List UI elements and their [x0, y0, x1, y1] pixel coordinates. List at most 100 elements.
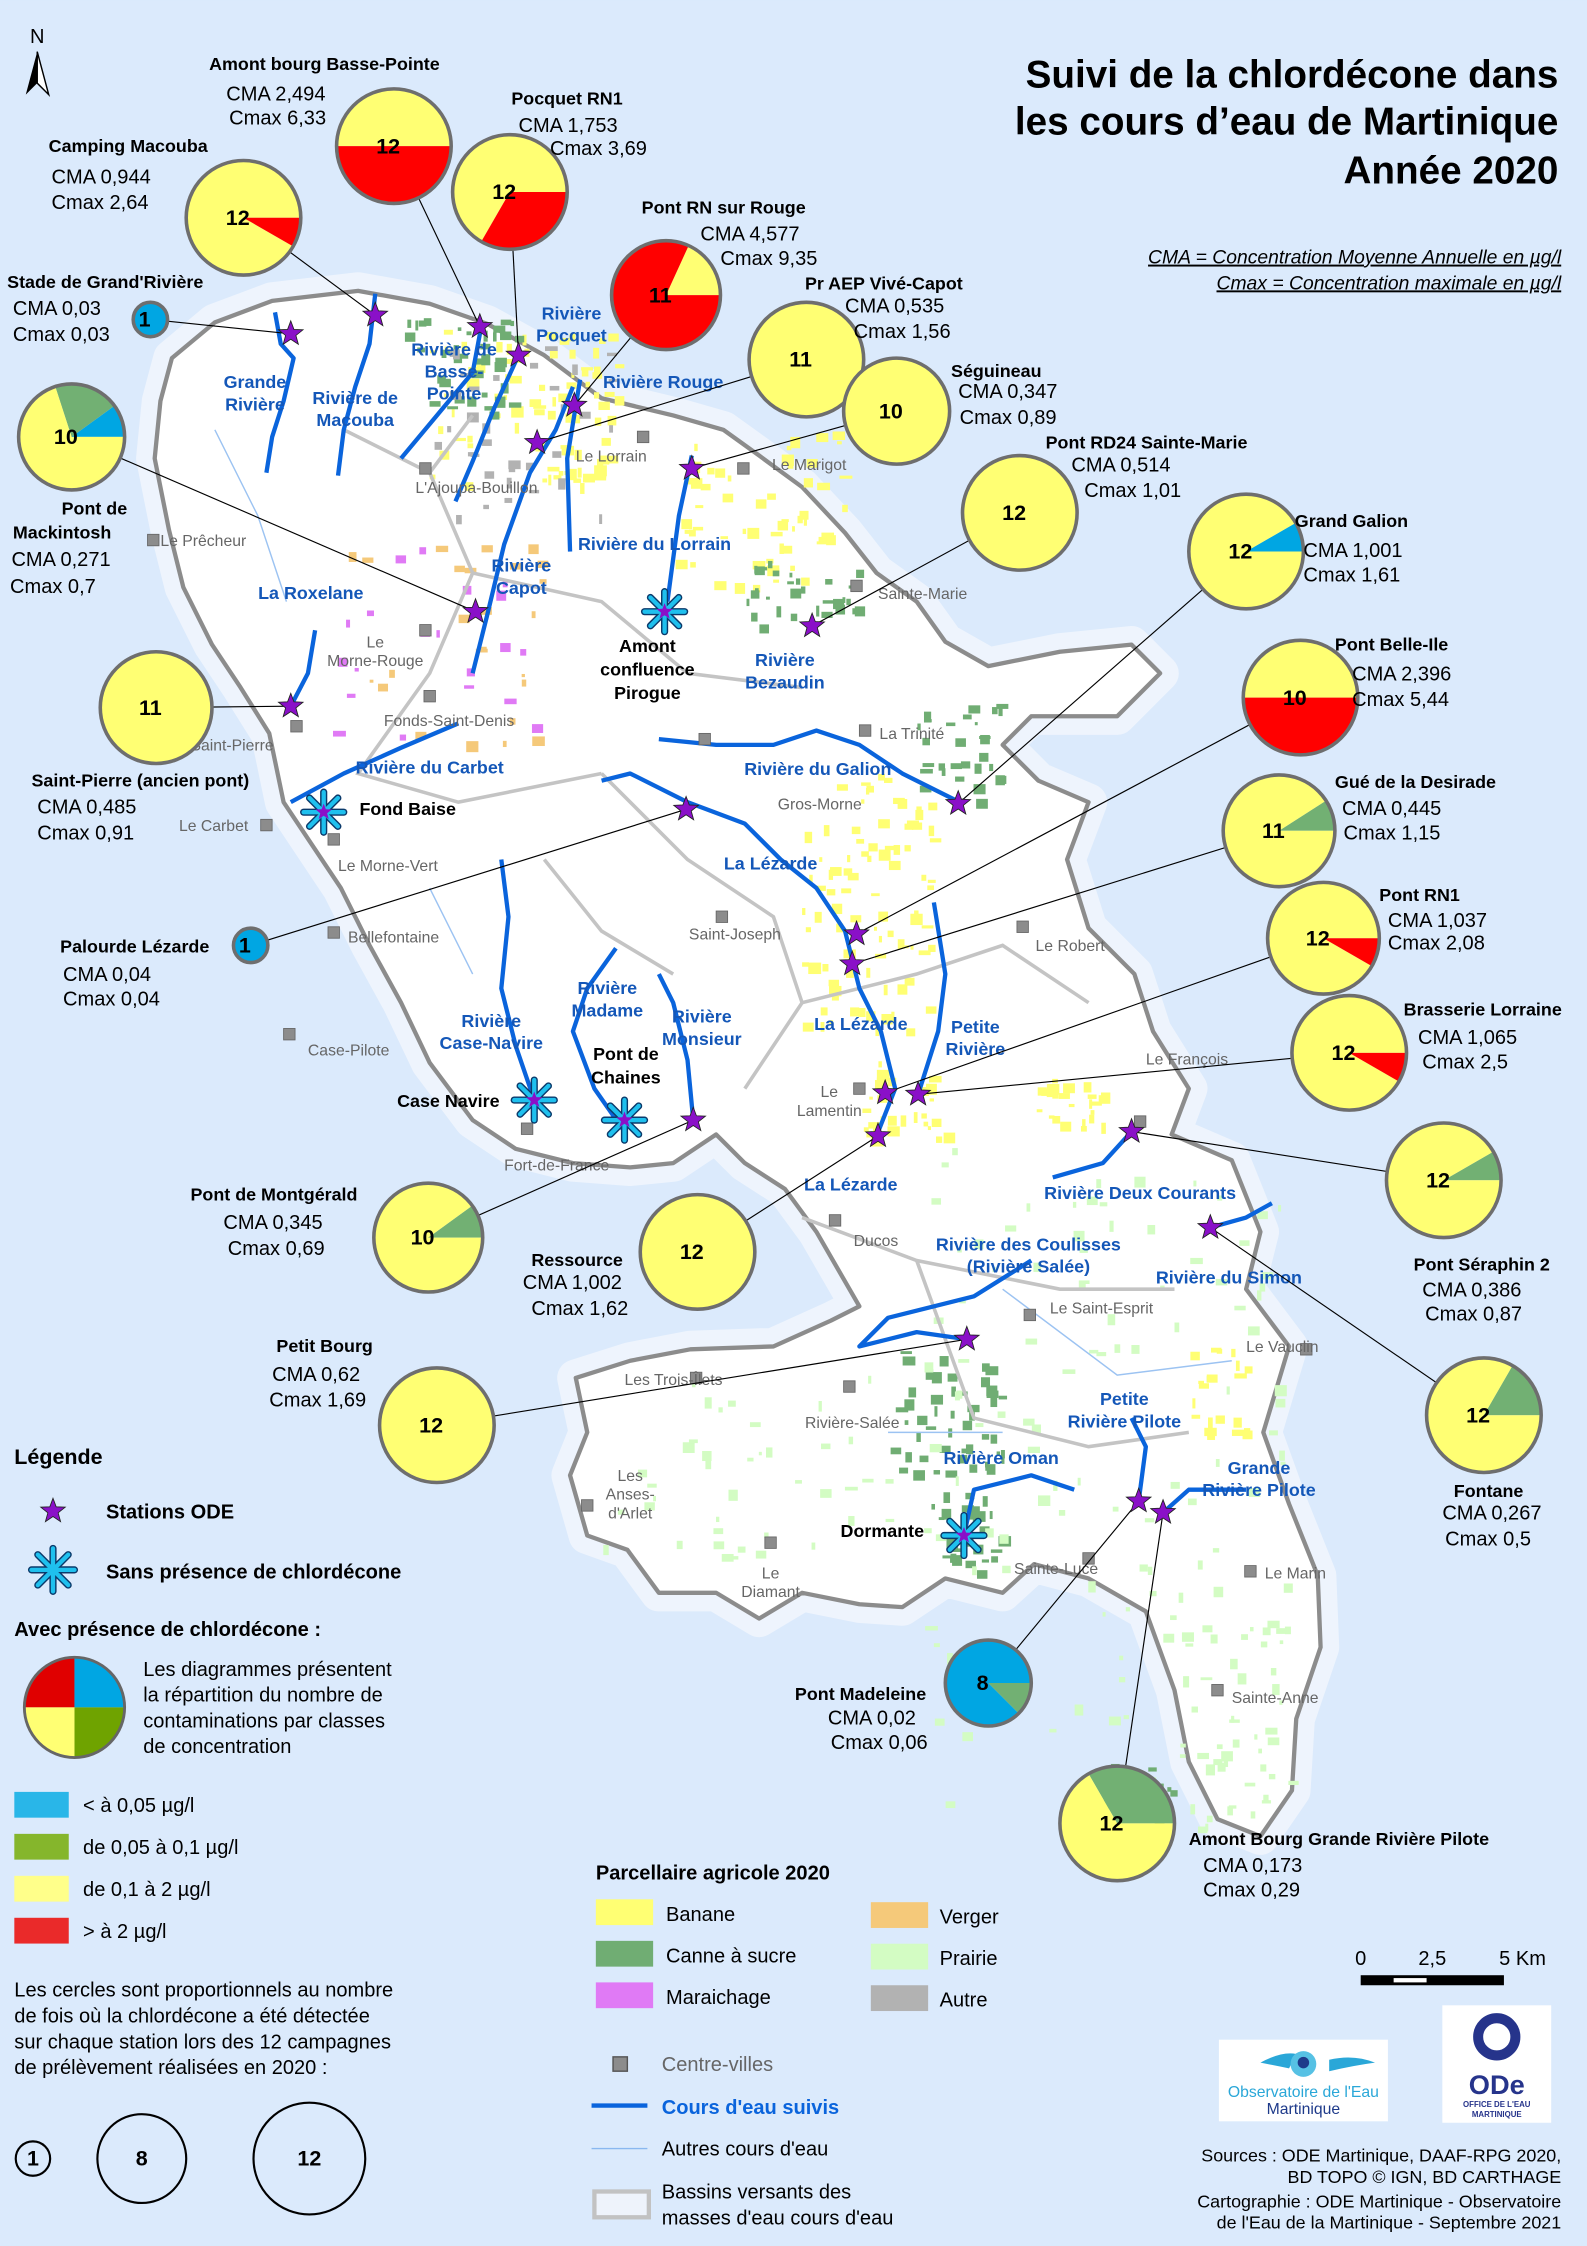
land-parcel	[1244, 1366, 1253, 1374]
river-label: Basse-	[425, 361, 484, 381]
agri-legend-items: Banane Canne à sucre Maraichage Verger Prair…	[595, 1899, 999, 2012]
land-parcel	[881, 1014, 893, 1025]
land-parcel	[965, 1492, 975, 1500]
leader-line	[150, 318, 291, 335]
river-label: Rivière	[492, 556, 552, 576]
river-label: Petite	[1100, 1389, 1149, 1409]
followed-river	[453, 354, 521, 503]
land-parcel	[682, 1442, 695, 1454]
land-parcel	[848, 1436, 854, 1445]
star-icon	[39, 1497, 67, 1523]
ode-logo-subtext-1: OFFICE DE L'EAU	[1463, 2100, 1531, 2109]
land-parcel	[1211, 1347, 1222, 1353]
legend-basins-1: Bassins versants des	[662, 2182, 851, 2204]
river-label: Rivière de	[312, 388, 398, 408]
land-parcel	[1147, 1224, 1156, 1235]
land-parcel	[952, 1148, 958, 1156]
land-parcel	[955, 1476, 959, 1486]
land-parcel	[377, 683, 389, 692]
land-parcel	[916, 1432, 921, 1442]
land-parcel	[904, 977, 915, 986]
land-parcel	[1101, 1122, 1106, 1134]
land-parcel	[522, 334, 527, 346]
land-parcel	[453, 349, 460, 360]
agri-label: Banane	[666, 1904, 735, 1926]
land-parcel	[496, 590, 507, 601]
land-parcel	[1088, 1581, 1096, 1593]
land-parcel	[835, 604, 846, 615]
land-parcel	[918, 950, 931, 956]
land-parcel	[1107, 1314, 1116, 1326]
land-parcel	[976, 1570, 988, 1579]
asterisk-stroke	[35, 1552, 71, 1588]
land-parcel	[539, 579, 547, 584]
land-parcel	[467, 443, 474, 449]
land-parcel	[704, 1397, 712, 1409]
legend-circle-8	[96, 2113, 188, 2205]
land-parcel	[790, 436, 801, 449]
land-parcel	[862, 1478, 874, 1483]
land-parcel	[1197, 1826, 1208, 1834]
watershed-boundary	[542, 858, 675, 976]
land-parcel	[1288, 1780, 1299, 1786]
land-parcel	[694, 443, 698, 452]
followed-river	[335, 293, 378, 476]
land-parcel	[1208, 1417, 1213, 1429]
land-parcel	[1212, 1548, 1220, 1553]
land-parcel	[1221, 1751, 1233, 1762]
land-parcel	[574, 449, 582, 460]
scale-bar-black	[1360, 1975, 1504, 1986]
land-parcel	[467, 435, 473, 443]
land-parcel	[500, 319, 512, 326]
station-cmax: Cmax 1,61	[1303, 565, 1400, 587]
land-parcel	[466, 331, 472, 336]
land-parcel	[366, 610, 374, 617]
pie-slice-gt-2	[1243, 697, 1358, 755]
station-name: Grand Galion	[1295, 511, 1408, 531]
station-cmax: Cmax 1,56	[854, 321, 951, 343]
pie-count: 11	[1262, 819, 1285, 843]
land-parcel	[1244, 1782, 1256, 1787]
land-parcel	[441, 349, 447, 359]
land-parcel	[484, 471, 495, 479]
land-parcel	[560, 445, 570, 449]
land-parcel	[1062, 1369, 1076, 1374]
land-parcel	[908, 1387, 917, 1398]
land-parcel	[962, 1732, 973, 1742]
followed-river	[288, 629, 318, 708]
station-name: Pocquet RN1	[511, 89, 622, 109]
land-parcel	[464, 482, 474, 491]
land-parcel	[1031, 1424, 1042, 1435]
land-parcel	[981, 1559, 990, 1563]
pie-count: 8	[977, 1671, 989, 1695]
land-parcel	[548, 474, 552, 486]
land-parcel	[917, 723, 921, 731]
land-parcel	[1190, 1257, 1203, 1265]
land-parcel	[861, 851, 869, 857]
land-parcel	[1060, 1121, 1072, 1132]
land-parcel	[1249, 1627, 1254, 1632]
land-parcel	[956, 1390, 963, 1399]
land-parcel	[454, 565, 465, 573]
station-cmax: Cmax 1,15	[1344, 822, 1441, 844]
land-parcel	[808, 962, 822, 975]
pie-slice-gt-2	[336, 146, 452, 204]
land-parcel	[481, 392, 488, 398]
land-parcel	[494, 362, 506, 373]
pie-outline	[450, 132, 569, 252]
land-parcel	[1174, 1322, 1180, 1333]
pie-outline	[609, 238, 723, 352]
station-name: Case Navire	[397, 1091, 499, 1111]
land-parcel	[1216, 1744, 1223, 1750]
land-parcel	[354, 667, 359, 672]
land-parcel	[802, 1022, 814, 1032]
land-parcel	[615, 364, 625, 369]
land-parcel	[1235, 1360, 1240, 1371]
town-square-icon	[423, 690, 436, 703]
town-square-icon	[1211, 1684, 1224, 1697]
land-parcel	[928, 944, 936, 952]
land-parcel	[415, 731, 427, 740]
